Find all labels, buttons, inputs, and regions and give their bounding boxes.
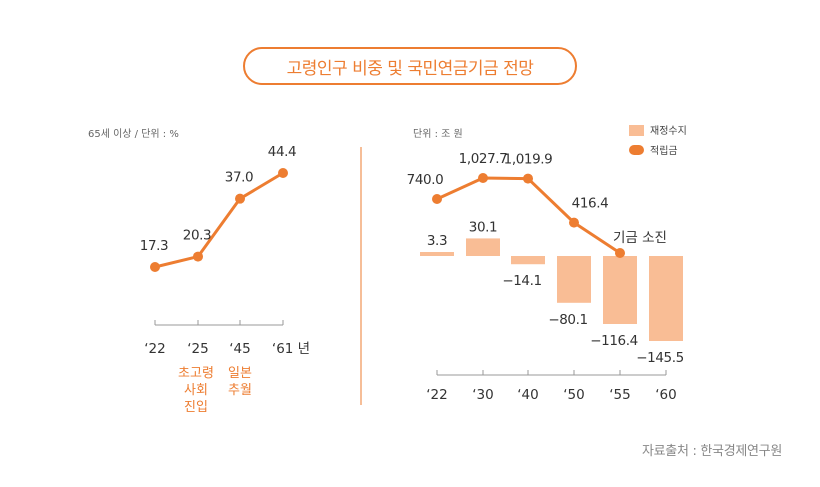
right-x-tick-label: ‘30: [472, 387, 493, 403]
fund-data-label: 1,019.9: [504, 152, 553, 168]
bar-balance: [511, 256, 545, 265]
left-data-label: 20.3: [183, 228, 211, 244]
right-x-tick-label: ‘55: [609, 387, 630, 403]
fund-data-label: 416.4: [572, 196, 609, 212]
left-annotation-text: 초고령: [178, 366, 214, 381]
right-x-tick-label: ‘22: [426, 387, 447, 403]
fund-data-point: [523, 173, 533, 184]
source-note: 자료출처 : 한국경제연구원: [641, 444, 782, 459]
left-x-tick-label: ‘61 년: [272, 341, 310, 357]
left-data-label: 44.4: [268, 144, 296, 160]
bar-balance: [557, 256, 591, 303]
left-annotation-text: 추월: [228, 383, 252, 398]
fund-data-label: 1,027.7: [459, 151, 508, 167]
chart-title: 고령인구 비중 및 국민연금기금 전망: [243, 47, 577, 85]
legend-line-label: 적립금: [650, 144, 678, 157]
bar-data-label: −80.1: [548, 312, 587, 328]
bar-balance: [420, 252, 454, 256]
bar-balance: [466, 238, 500, 256]
legend-bar-swatch: [629, 125, 644, 136]
left-annotation-text: 일본: [228, 366, 252, 381]
fund-data-point: [569, 217, 579, 228]
bar-data-label: −116.4: [590, 333, 638, 349]
fund-data-point: [615, 248, 625, 258]
left-data-point: [235, 193, 245, 204]
right-x-tick-label: ‘40: [517, 387, 538, 403]
bar-data-label: −145.5: [636, 350, 684, 366]
left-data-point: [150, 262, 160, 272]
left-x-tick-label: ‘25: [187, 341, 208, 357]
left-data-point: [193, 251, 203, 262]
left-annotation-text: 진입: [184, 400, 208, 415]
fund-data-point: [478, 173, 488, 183]
fund-data-point: [432, 193, 442, 204]
bar-data-label: −14.1: [502, 273, 541, 289]
left-data-label: 37.0: [225, 170, 253, 186]
right-unit-label: 단위 : 조 원: [413, 127, 463, 140]
left-annotation-text: 사회: [184, 383, 208, 398]
bar-data-label: 30.1: [469, 219, 497, 235]
right-x-tick-label: ‘50: [563, 387, 584, 403]
fund-data-label: 740.0: [407, 172, 444, 188]
left-data-point: [278, 168, 288, 178]
left-x-tick-label: ‘45: [229, 341, 250, 357]
left-x-tick-label: ‘22: [144, 341, 165, 357]
legend-bar-label: 재정수지: [650, 125, 687, 137]
fund-balance-line: [436, 176, 621, 255]
legend-line-swatch: [629, 145, 644, 155]
bar-balance: [603, 256, 637, 324]
bar-data-label: 3.3: [427, 233, 447, 249]
right-x-tick-label: ‘60: [655, 387, 676, 403]
left-chart-elderly-share: 65세 이상 / 단위 : % ‘22 ‘25 ‘45 ‘61 년 17.3 20.3 37.…: [88, 127, 310, 415]
left-unit-label: 65세 이상 / 단위 : %: [88, 127, 179, 140]
left-data-label: 17.3: [140, 238, 168, 254]
left-series-line: [154, 171, 284, 269]
bar-balance: [649, 256, 683, 341]
fund-depletion-label: 기금 소진: [613, 230, 667, 246]
